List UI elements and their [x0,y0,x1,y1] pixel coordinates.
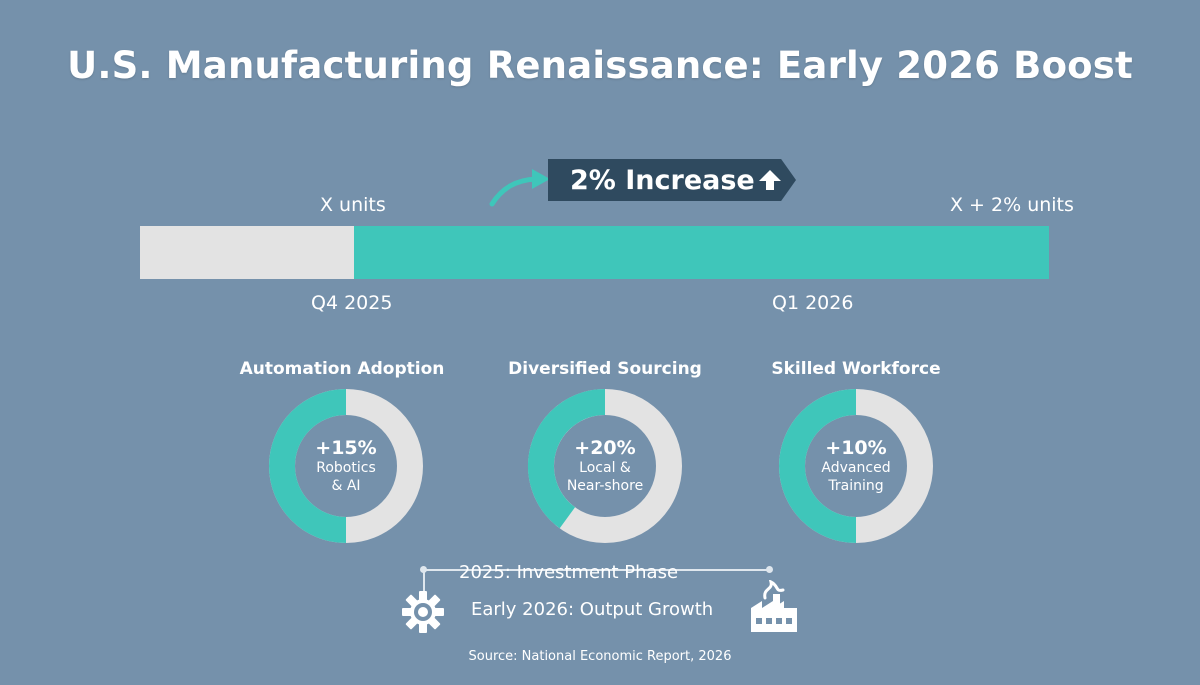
donut-desc-line: Robotics [316,460,376,476]
timeline-phase-output: Early 2026: Output Growth [471,599,714,620]
donut-desc-line: & AI [331,478,361,494]
donut-value: +10% [825,437,887,459]
timeline-dot [766,566,773,573]
source-note: Source: National Economic Report, 2026 [468,649,732,664]
donut-chart-automation [269,389,423,543]
period-start-label: Q4 2025 [311,292,393,314]
timeline-phase-investment: 2025: Investment Phase [459,562,679,583]
period-end-label: Q1 2026 [772,292,854,314]
factory-icon [751,580,797,632]
donut-desc-line: Near-shore [566,478,644,494]
donut-chart-workforce [779,389,933,543]
donut-arc-sourcing [528,389,606,529]
donut-center-automation: +15% Robotics & AI [267,437,425,495]
up-arrow-icon [759,170,781,190]
donut-center-sourcing: +20% Local & Near-shore [526,437,684,495]
donut-value: +20% [574,437,636,459]
timeline-line [424,569,769,571]
donut-arc-automation [269,389,347,543]
timeline-dot [420,566,427,573]
bar-end-label: X + 2% units [950,194,1074,216]
increase-badge-label: 2% Increase [570,164,755,196]
timeline-connector [423,570,425,592]
donut-title-automation: Automation Adoption [239,359,445,379]
gear-icon [402,591,444,633]
donut-title-workforce: Skilled Workforce [771,359,941,379]
donut-value: +15% [315,437,377,459]
growth-bar-fill [354,226,1049,279]
donut-desc-line: Training [828,478,884,494]
donut-desc-line: Local & [579,460,631,476]
donut-arc-workforce [779,389,857,543]
donut-chart-sourcing [528,389,682,543]
increase-badge: 2% Increase [548,159,796,201]
donut-desc-line: Advanced [821,460,891,476]
bar-start-label: X units [320,194,386,216]
growth-bar [140,226,1049,279]
donut-title-sourcing: Diversified Sourcing [508,359,702,379]
donut-center-workforce: +10% Advanced Training [777,437,935,495]
chart-title: U.S. Manufacturing Renaissance: Early 20… [67,44,1133,87]
curved-arrow-icon [489,169,550,207]
